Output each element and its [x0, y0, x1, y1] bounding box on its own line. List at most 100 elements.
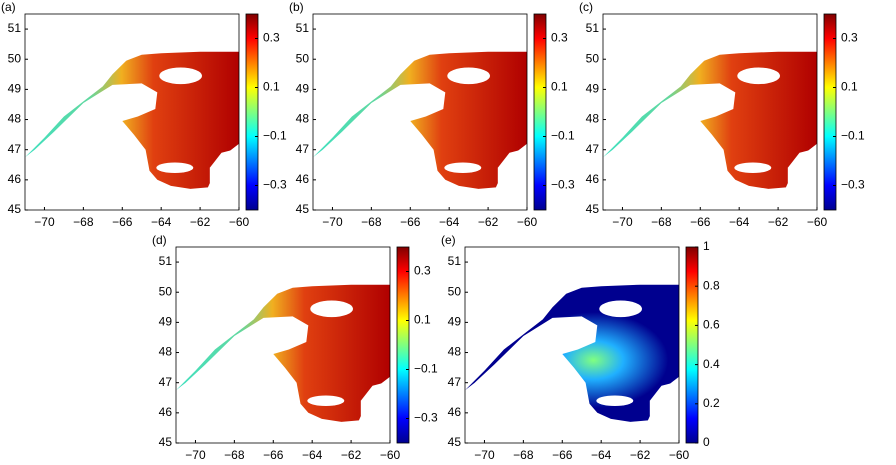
colorbar-tick-label: 0.1: [414, 313, 431, 327]
pei-island: [596, 395, 634, 407]
x-tick-label: −68: [361, 215, 382, 229]
y-tick-label: 48: [8, 112, 22, 126]
colorbar: [823, 13, 837, 211]
axes-frame: [24, 13, 240, 211]
y-tick-label: 50: [448, 284, 462, 298]
y-tick-label: 49: [8, 82, 22, 96]
colorbar-tick-label: 0.3: [263, 31, 280, 45]
x-tick-label: −64: [151, 215, 172, 229]
colorbar-tick-label: −0.3: [841, 178, 865, 192]
y-tick-label: 47: [159, 375, 173, 389]
anticosti-island: [599, 300, 643, 318]
x-tick-label: −60: [669, 448, 690, 462]
y-tick-label: 49: [159, 315, 173, 329]
cape-breton: [649, 382, 674, 416]
y-tick-label: 51: [448, 254, 462, 268]
gulf-field: [25, 51, 239, 189]
y-tick-label: 49: [448, 315, 462, 329]
x-tick-label: −64: [439, 215, 460, 229]
y-tick-label: 47: [296, 142, 310, 156]
anticosti-island: [310, 300, 354, 318]
panel-label: (d): [152, 233, 167, 247]
y-tick-label: 46: [159, 405, 173, 419]
axes-frame: [602, 13, 818, 211]
panel-label: (b): [289, 0, 304, 14]
cape-breton: [787, 149, 812, 183]
x-tick-label: −68: [73, 215, 94, 229]
y-tick-label: 46: [448, 405, 462, 419]
x-tick-label: −68: [651, 215, 672, 229]
pei-island: [307, 395, 345, 407]
colorbar-tick-label: 0.4: [703, 357, 720, 371]
colorbar-tick-label: 0: [703, 435, 710, 449]
x-tick-label: −64: [591, 448, 612, 462]
axes-frame: [464, 246, 680, 444]
y-tick-label: 51: [8, 21, 22, 35]
colorbar-tick-label: 0.1: [551, 80, 568, 94]
colorbar: [533, 13, 547, 211]
cape-breton: [209, 149, 234, 183]
axes-frame: [312, 13, 528, 211]
y-tick-label: 47: [586, 142, 600, 156]
gulf-field: [176, 284, 390, 422]
y-tick-label: 50: [296, 51, 310, 65]
x-tick-label: −70: [612, 215, 633, 229]
x-tick-label: −66: [690, 215, 711, 229]
colorbar-tick-label: 0.3: [551, 31, 568, 45]
colorbar-tick-label: −0.1: [414, 362, 438, 376]
y-tick-label: 47: [448, 375, 462, 389]
gulf-field: [603, 51, 817, 189]
y-tick-label: 45: [448, 435, 462, 449]
y-tick-label: 51: [586, 21, 600, 35]
pei-island: [156, 162, 194, 174]
panel-label: (a): [1, 0, 16, 14]
x-tick-label: −60: [517, 215, 538, 229]
colorbar: [685, 246, 699, 444]
axes-frame: [175, 246, 391, 444]
colorbar-tick-label: −0.1: [551, 129, 575, 143]
y-tick-label: 50: [586, 51, 600, 65]
colorbar-tick-label: 0.6: [703, 318, 720, 332]
anticosti-island: [737, 67, 781, 85]
anticosti-island: [159, 67, 203, 85]
x-tick-label: −60: [229, 215, 250, 229]
x-tick-label: −66: [400, 215, 421, 229]
y-tick-label: 48: [296, 112, 310, 126]
y-tick-label: 51: [159, 254, 173, 268]
pei-island: [444, 162, 482, 174]
y-tick-label: 46: [586, 172, 600, 186]
y-tick-label: 50: [8, 51, 22, 65]
y-tick-label: 49: [586, 82, 600, 96]
y-tick-label: 46: [8, 172, 22, 186]
y-tick-label: 46: [296, 172, 310, 186]
y-tick-label: 45: [296, 202, 310, 216]
panel-label: (e): [441, 233, 456, 247]
y-tick-label: 48: [586, 112, 600, 126]
colorbar-tick-label: 1: [703, 239, 710, 253]
x-tick-label: −66: [112, 215, 133, 229]
x-tick-label: −62: [190, 215, 211, 229]
cape-breton: [497, 149, 522, 183]
colorbar-tick-label: 0.8: [703, 278, 720, 292]
y-tick-label: 45: [159, 435, 173, 449]
x-tick-label: −70: [322, 215, 343, 229]
colorbar-tick-label: 0.3: [414, 264, 431, 278]
colorbar-tick-label: 0.2: [703, 396, 720, 410]
x-tick-label: −60: [807, 215, 828, 229]
y-tick-label: 47: [8, 142, 22, 156]
x-tick-label: −70: [185, 448, 206, 462]
x-tick-label: −64: [302, 448, 323, 462]
pei-island: [734, 162, 772, 174]
x-tick-label: −62: [478, 215, 499, 229]
gulf-field: [465, 284, 679, 422]
colorbar-tick-label: −0.3: [551, 178, 575, 192]
x-tick-label: −66: [263, 448, 284, 462]
cape-breton: [360, 382, 385, 416]
x-tick-label: −70: [34, 215, 55, 229]
y-tick-label: 48: [448, 345, 462, 359]
y-tick-label: 50: [159, 284, 173, 298]
x-tick-label: −66: [552, 448, 573, 462]
x-tick-label: −62: [341, 448, 362, 462]
anticosti-island: [447, 67, 491, 85]
